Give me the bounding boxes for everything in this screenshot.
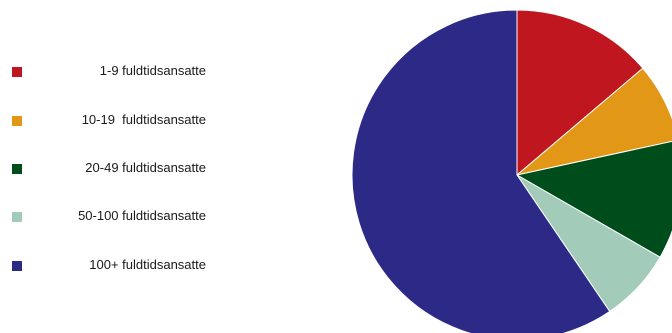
pie-slice-20-49 [515, 140, 672, 258]
pie-slice-10-19 [516, 67, 672, 176]
pie-slice-1-9 [516, 9, 644, 177]
pie-slice-100-plus [351, 9, 611, 333]
